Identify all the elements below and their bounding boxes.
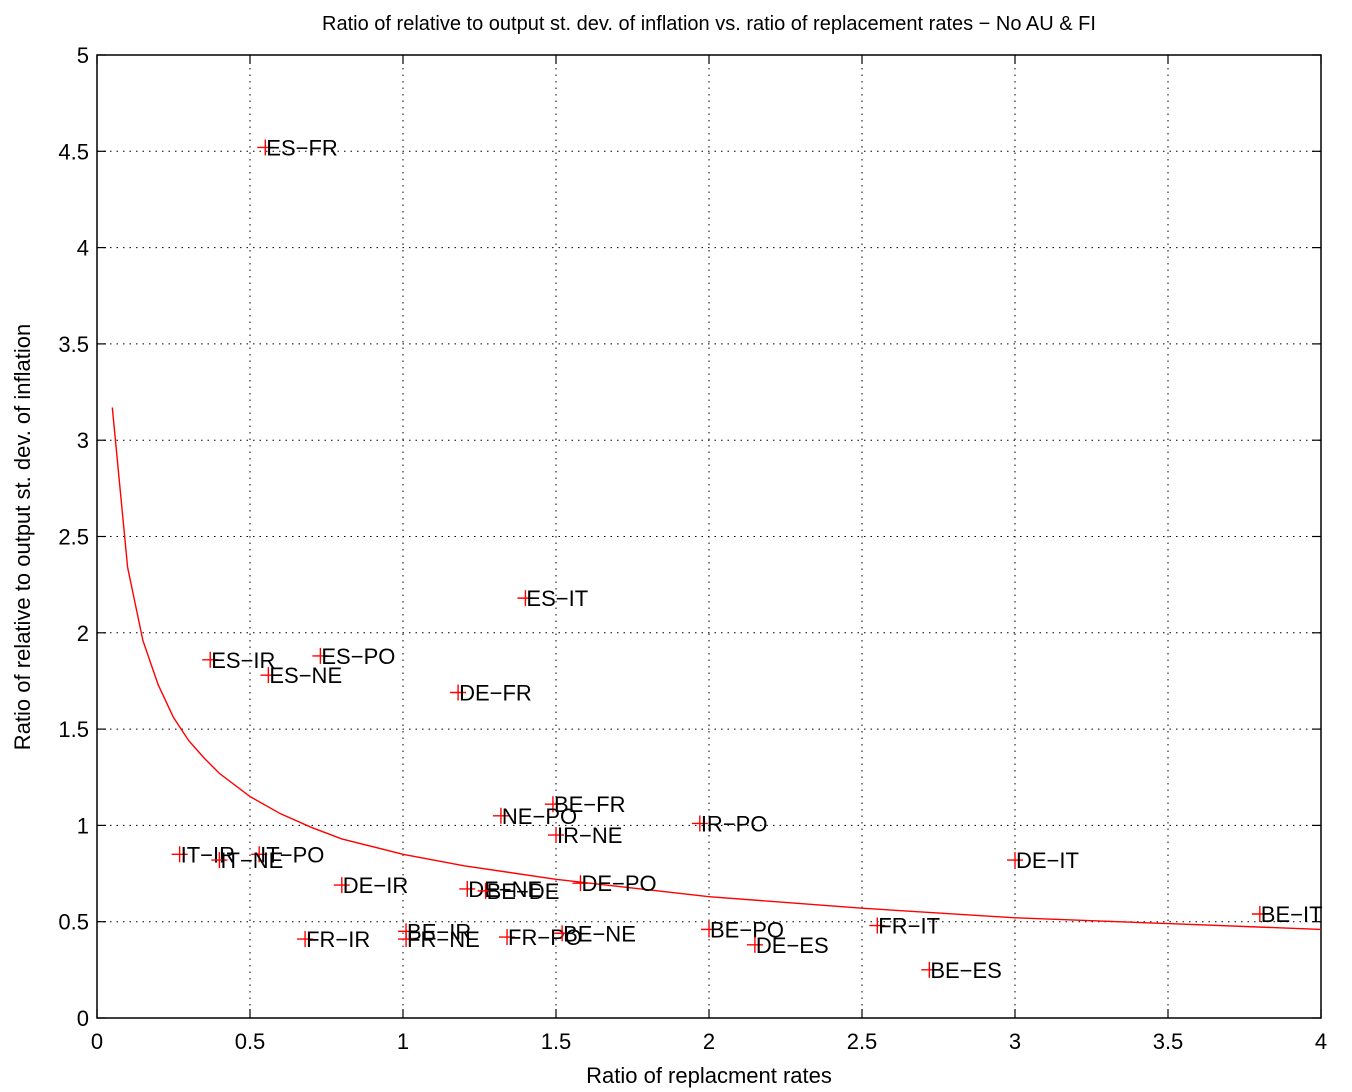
point-label: FR−NE: [407, 927, 480, 952]
point-label: BE−DE: [487, 879, 560, 904]
x-axis-title: Ratio of replacment rates: [586, 1063, 832, 1088]
point-label: FR−IR: [306, 927, 370, 952]
x-tick-label: 1: [397, 1029, 409, 1054]
point-label: DE−FR: [459, 681, 532, 706]
point-label: IT−IR: [181, 842, 235, 867]
data-point: ES−IT: [517, 586, 588, 611]
point-label: BE−IT: [1261, 902, 1323, 927]
point-label: BE−IR: [407, 919, 471, 944]
y-tick-label: 4.5: [58, 139, 89, 164]
point-label: IT−NE: [220, 848, 283, 873]
data-point: BE−ES: [921, 958, 1002, 983]
data-point: ES−FR: [257, 135, 338, 160]
y-tick-label: 0: [77, 1006, 89, 1031]
data-point: BE−DE: [477, 879, 560, 904]
point-label: FR−IT: [878, 914, 940, 939]
data-point: DE−IR: [333, 873, 408, 898]
data-point: BE−IT: [1251, 902, 1323, 927]
data-point: FR−IR: [297, 927, 370, 952]
point-label: ES−IR: [211, 648, 275, 673]
grid: [97, 55, 1321, 1018]
x-tick-label: 4: [1315, 1029, 1327, 1054]
data-point: BE−NE: [554, 921, 636, 946]
point-label: FR−PO: [508, 925, 582, 950]
point-label: ES−IT: [526, 586, 588, 611]
point-label: BE−ES: [930, 958, 1002, 983]
data-point: NE−PO: [492, 804, 577, 829]
point-label: BE−FR: [554, 792, 626, 817]
point-label: DE−NE: [468, 877, 542, 902]
point-label: BE−PO: [710, 917, 784, 942]
data-point: DE−FR: [450, 681, 532, 706]
point-label: IT−PO: [260, 842, 324, 867]
point-label: DE−IR: [343, 873, 408, 898]
data-point: DE−IT: [1007, 848, 1079, 873]
y-axis-title: Ratio of relative to output st. dev. of …: [10, 324, 35, 750]
x-tick-label: 2: [703, 1029, 715, 1054]
data-point: IT−NE: [211, 848, 283, 873]
y-tick-label: 3.5: [58, 332, 89, 357]
fit-curve: [111, 407, 1322, 931]
data-point: IT−PO: [251, 842, 324, 867]
data-point: ES−PO: [312, 644, 395, 669]
data-point: DE−NE: [459, 877, 542, 902]
point-label: ES−NE: [269, 663, 342, 688]
fit-curve-layer: [111, 407, 1322, 931]
point-label: IR−NE: [557, 823, 622, 848]
data-point: FR−NE: [398, 927, 480, 952]
data-point: IR−NE: [548, 823, 622, 848]
point-label: DE−PO: [581, 871, 656, 896]
y-tick-label: 0.5: [58, 910, 89, 935]
y-tick-label: 5: [77, 43, 89, 68]
y-tick-label: 1.5: [58, 717, 89, 742]
axis-ticks: 0 0.5 1 1.5 2 2.5 3 3.5 4 0 0.5 1 1.5 2 2.5 3 3.5 4 4.5 5: [58, 43, 1327, 1054]
x-tick-label: 0: [91, 1029, 103, 1054]
data-point: BE−PO: [701, 917, 784, 942]
data-point: ES−IR: [202, 648, 275, 673]
x-tick-label: 3.5: [1153, 1029, 1184, 1054]
data-point: IT−IR: [171, 842, 235, 867]
data-point: BE−FR: [544, 792, 626, 817]
point-label: DE−IT: [1016, 848, 1079, 873]
x-tick-label: 2.5: [847, 1029, 878, 1054]
data-point: FR−IT: [869, 914, 940, 939]
point-label: DE−ES: [756, 933, 829, 958]
point-label: IR−PO: [701, 811, 768, 836]
data-point: FR−PO: [499, 925, 582, 950]
point-label: ES−FR: [266, 135, 338, 160]
point-label: ES−PO: [321, 644, 395, 669]
data-point: DE−PO: [572, 871, 657, 896]
y-tick-label: 2.5: [58, 525, 89, 550]
point-label: BE−NE: [563, 921, 636, 946]
x-tick-label: 1.5: [541, 1029, 572, 1054]
y-tick-label: 2: [77, 621, 89, 646]
y-tick-label: 4: [77, 236, 89, 261]
chart-title: Ratio of relative to output st. dev. of …: [322, 13, 1096, 35]
data-point: IR−PO: [691, 811, 768, 836]
y-tick-label: 3: [77, 428, 89, 453]
data-point: ES−NE: [260, 663, 342, 688]
data-point: BE−IR: [398, 919, 471, 944]
point-label: NE−PO: [502, 804, 577, 829]
x-tick-label: 3: [1009, 1029, 1021, 1054]
data-point: DE−ES: [746, 933, 829, 958]
y-tick-label: 1: [77, 813, 89, 838]
x-tick-label: 0.5: [235, 1029, 266, 1054]
